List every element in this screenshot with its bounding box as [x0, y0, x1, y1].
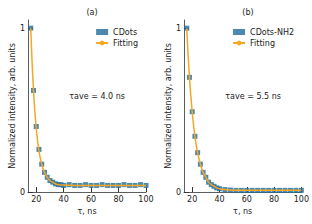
svg-text:60: 60	[86, 195, 96, 204]
svg-text:CDots-NH2: CDots-NH2	[250, 28, 294, 37]
svg-text:CDots: CDots	[113, 28, 137, 37]
svg-text:(a): (a)	[86, 8, 97, 17]
svg-text:80: 80	[269, 195, 279, 204]
svg-text:Normalized intensity, arb. uni: Normalized intensity, arb. units	[8, 43, 17, 169]
svg-text:40: 40	[214, 195, 224, 204]
svg-text:τave = 5.5 ns: τave = 5.5 ns	[225, 92, 281, 101]
svg-text:0: 0	[176, 188, 181, 197]
svg-text:Fitting: Fitting	[250, 39, 275, 48]
svg-text:40: 40	[59, 195, 69, 204]
svg-text:τ, ns: τ, ns	[233, 207, 252, 216]
svg-text:τave = 4.0 ns: τave = 4.0 ns	[69, 92, 125, 101]
svg-text:0: 0	[20, 188, 25, 197]
svg-text:Normalized intensity, arb. uni: Normalized intensity, arb. units	[164, 43, 173, 169]
svg-text:τ, ns: τ, ns	[77, 207, 96, 216]
svg-text:80: 80	[113, 195, 123, 204]
svg-text:100: 100	[138, 195, 153, 204]
svg-text:20: 20	[31, 195, 41, 204]
svg-text:60: 60	[242, 195, 252, 204]
svg-text:Fitting: Fitting	[113, 39, 138, 48]
svg-text:(b): (b)	[242, 8, 253, 17]
svg-text:100: 100	[294, 195, 309, 204]
svg-text:20: 20	[187, 195, 197, 204]
svg-text:1: 1	[20, 24, 25, 33]
svg-text:1: 1	[176, 24, 181, 33]
